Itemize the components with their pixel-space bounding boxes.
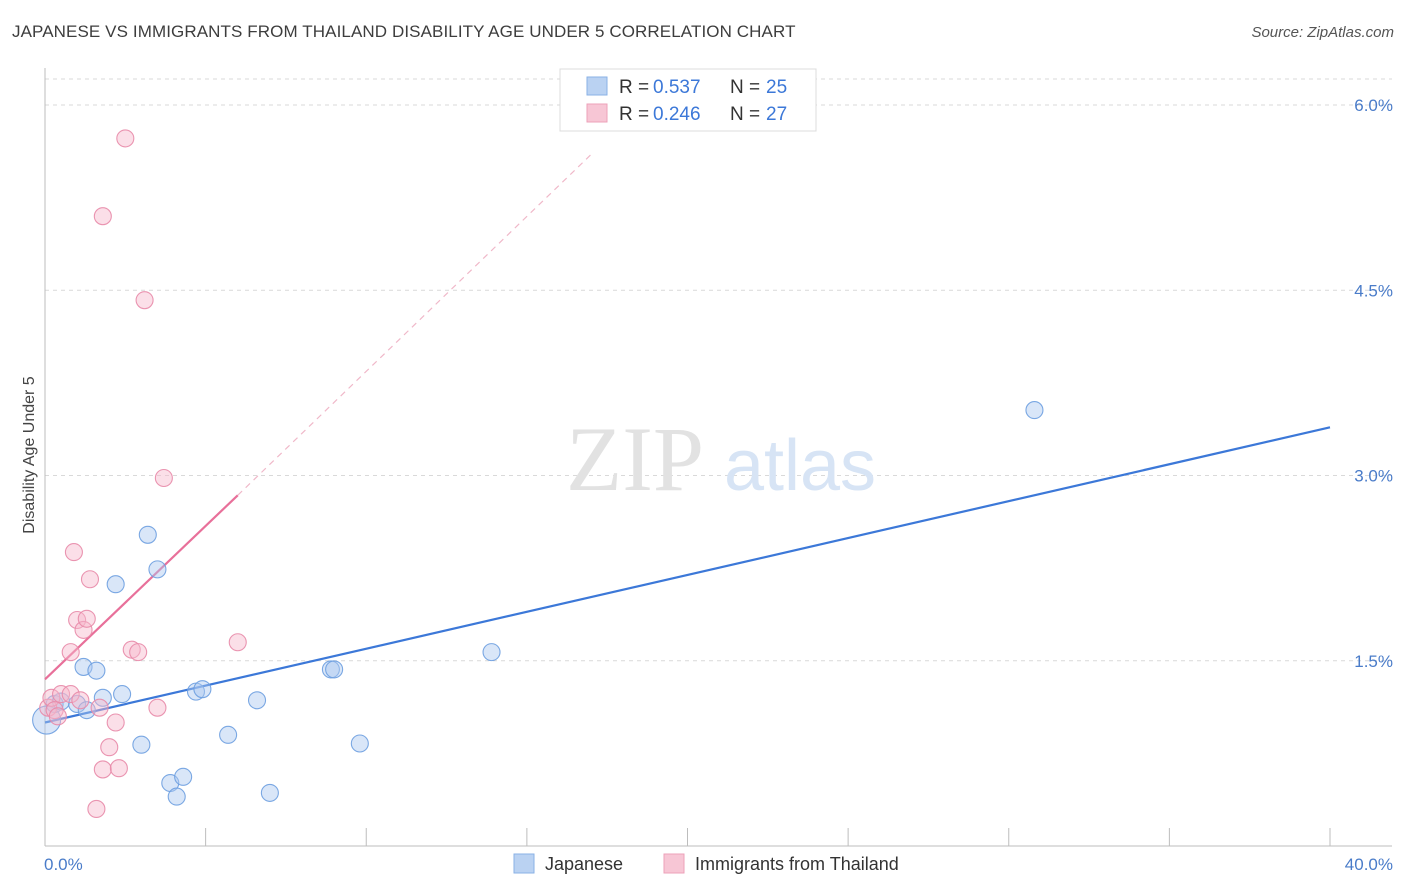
point-thailand-26 [228, 633, 247, 652]
point-thailand-24 [148, 698, 167, 717]
legend-n-value-1: 25 [766, 77, 787, 98]
axes [44, 68, 1392, 847]
point-japanese-12 [148, 560, 167, 579]
series-legend-swatch-thailand [663, 853, 685, 874]
legend-n-value-2: 27 [766, 104, 787, 125]
y-tick-label-1: 3.0% [1354, 467, 1393, 486]
point-japanese-15 [174, 767, 193, 786]
legend-swatch-thailand [586, 103, 608, 123]
point-thailand-3 [48, 707, 67, 726]
series-legend: Japanese Immigrants from Thailand [513, 853, 899, 874]
legend-r-value-1: 0.537 [653, 77, 701, 98]
point-thailand-7 [64, 543, 83, 562]
point-thailand-6 [61, 643, 80, 662]
point-japanese-18 [219, 725, 238, 744]
point-japanese-23 [350, 734, 369, 753]
point-thailand-17 [100, 738, 119, 757]
x-tick-label-max: 40.0% [1345, 855, 1393, 874]
data-points [32, 129, 1044, 819]
point-japanese-6 [87, 661, 106, 680]
chart-source: Source: ZipAtlas.com [1251, 24, 1394, 41]
series-legend-label-japanese: Japanese [545, 854, 623, 874]
trend-line-0 [44, 426, 1331, 724]
point-thailand-16 [93, 207, 112, 226]
watermark-zip: ZIP [566, 408, 704, 510]
legend-r-label-2: R = [619, 104, 649, 125]
point-thailand-10 [74, 620, 93, 639]
point-thailand-12 [80, 570, 100, 589]
point-japanese-11 [138, 525, 157, 544]
correlation-legend: R = 0.537 N = 25 R = 0.246 N = 27 [559, 68, 817, 132]
y-axis-label: Disability Age Under 5 [21, 376, 38, 534]
point-thailand-19 [109, 759, 128, 778]
x-ticks [44, 828, 1331, 846]
y-tick-label-3: 6.0% [1354, 96, 1393, 115]
legend-n-label-1: N = [730, 77, 760, 98]
point-thailand-25 [154, 468, 173, 488]
point-japanese-7 [93, 688, 112, 707]
point-japanese-14 [167, 787, 186, 806]
point-thailand-13 [87, 799, 106, 819]
point-japanese-10 [132, 735, 151, 754]
point-japanese-24 [482, 643, 501, 662]
point-thailand-4 [52, 685, 71, 704]
legend-n-label-2: N = [730, 104, 760, 125]
point-thailand-9 [71, 691, 90, 710]
point-japanese-25 [1025, 401, 1044, 420]
point-thailand-5 [61, 685, 80, 704]
point-thailand-23 [135, 291, 154, 310]
point-thailand-14 [90, 698, 109, 717]
watermark-atlas: atlas [724, 426, 876, 506]
legend-r-value-2: 0.246 [653, 104, 701, 125]
y-tick-label-2: 4.5% [1354, 281, 1393, 300]
point-thailand-15 [93, 760, 112, 779]
point-thailand-22 [129, 643, 148, 662]
legend-swatch-japanese [586, 76, 608, 96]
x-tick-label-min: 0.0% [44, 855, 83, 874]
legend-r-label-1: R = [619, 77, 649, 98]
point-japanese-17 [193, 680, 212, 699]
trend-lines [44, 154, 1331, 724]
point-japanese-22 [325, 660, 344, 679]
trend-line-1 [44, 494, 239, 681]
chart-title: JAPANESE VS IMMIGRANTS FROM THAILAND DIS… [12, 22, 796, 41]
y-tick-label-0: 1.5% [1354, 652, 1393, 671]
point-thailand-20 [116, 129, 135, 148]
y-tick-labels: 1.5% 3.0% 4.5% 6.0% [1354, 96, 1393, 671]
point-thailand-11 [77, 609, 96, 628]
point-japanese-9 [113, 685, 132, 704]
point-japanese-20 [260, 783, 279, 802]
point-japanese-8 [106, 575, 125, 594]
series-legend-label-thailand: Immigrants from Thailand [695, 854, 899, 874]
point-japanese-19 [247, 691, 267, 710]
gridlines [45, 78, 1392, 662]
point-thailand-8 [68, 610, 87, 630]
watermark: ZIP atlas [566, 408, 876, 510]
series-legend-swatch-japanese [513, 853, 535, 874]
point-thailand-18 [106, 713, 125, 732]
trend-extension-1 [237, 154, 592, 496]
